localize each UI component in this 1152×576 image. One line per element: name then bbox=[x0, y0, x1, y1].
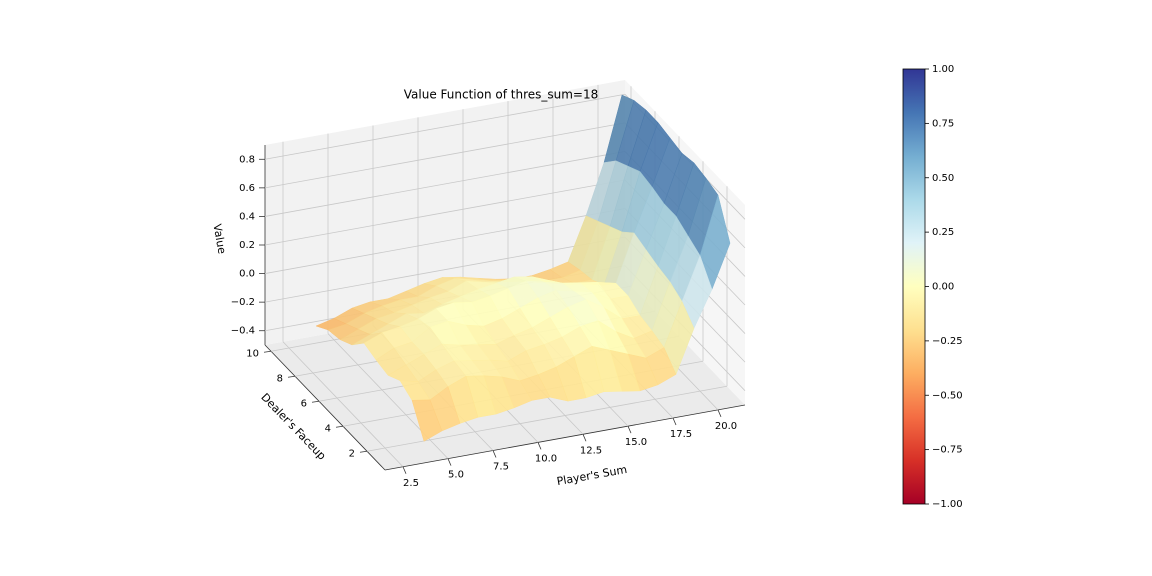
x-tick-label: 15.0 bbox=[625, 437, 647, 448]
z-tick-label: 0.8 bbox=[239, 154, 255, 165]
grid-line bbox=[366, 385, 728, 452]
grid-line bbox=[264, 151, 626, 217]
y-tick-label: 6 bbox=[301, 398, 307, 409]
chart-title: Value Function of thres_sum=18 bbox=[404, 88, 599, 102]
tick-mark bbox=[287, 375, 296, 378]
colorbar-tick-label: 0.25 bbox=[932, 227, 954, 238]
tick-mark bbox=[311, 400, 320, 403]
tick-mark bbox=[263, 350, 272, 353]
grid-line bbox=[264, 208, 626, 274]
surface-facet bbox=[411, 399, 443, 442]
tick-mark bbox=[447, 458, 452, 466]
y-tick-label: 10 bbox=[246, 348, 259, 359]
colorbar-tick-label: −1.00 bbox=[932, 499, 963, 510]
x-tick-label: 10.0 bbox=[535, 453, 557, 464]
x-tick-label: 2.5 bbox=[403, 478, 419, 489]
grid-line bbox=[264, 236, 626, 303]
tick-mark bbox=[402, 466, 407, 474]
x-tick-label: 5.0 bbox=[448, 470, 464, 481]
z-tick-label: 0.4 bbox=[239, 211, 255, 222]
tick-mark bbox=[627, 425, 632, 434]
z-tick-label: −0.2 bbox=[231, 297, 255, 308]
x-axis-label: Player's Sum bbox=[556, 463, 628, 488]
colorbar-tick-label: −0.75 bbox=[932, 445, 963, 456]
y-tick-label: 8 bbox=[277, 373, 283, 384]
y-tick-label: 4 bbox=[325, 423, 331, 434]
z-axis-label: Value bbox=[210, 223, 228, 255]
grid-line bbox=[264, 122, 626, 189]
z-tick-label: −0.4 bbox=[231, 326, 255, 337]
colorbar-tick-label: −0.25 bbox=[932, 336, 963, 347]
tick-mark bbox=[492, 450, 497, 458]
tick-mark bbox=[672, 417, 677, 426]
colorbar-tick-label: 0.75 bbox=[932, 118, 954, 129]
grid-line bbox=[264, 179, 626, 246]
x-tick-label: 12.5 bbox=[580, 445, 602, 456]
tick-mark bbox=[335, 425, 344, 428]
colorbar-tick-label: 0.50 bbox=[932, 173, 954, 184]
x-axis-line bbox=[384, 404, 746, 471]
x-tick-label: 7.5 bbox=[493, 462, 509, 473]
y-axis-line bbox=[264, 344, 386, 471]
tick-mark bbox=[359, 450, 368, 453]
z-tick-label: 0.0 bbox=[239, 269, 255, 280]
x-tick-label: 20.0 bbox=[715, 421, 737, 432]
tick-mark bbox=[537, 442, 542, 450]
colorbar bbox=[902, 68, 926, 505]
y-tick-label: 2 bbox=[349, 448, 355, 459]
z-tick-label: 0.2 bbox=[239, 240, 255, 251]
colorbar-tick-label: 0.00 bbox=[932, 282, 954, 293]
grid-line bbox=[282, 341, 404, 468]
tick-mark bbox=[717, 409, 722, 418]
tick-mark bbox=[582, 434, 587, 442]
colorbar-tick-label: −0.50 bbox=[932, 390, 963, 401]
colorbar-tick-label: 1.00 bbox=[932, 64, 954, 75]
grid-line bbox=[264, 93, 626, 160]
z-tick-label: 0.6 bbox=[239, 183, 255, 194]
x-tick-label: 17.5 bbox=[670, 429, 692, 440]
